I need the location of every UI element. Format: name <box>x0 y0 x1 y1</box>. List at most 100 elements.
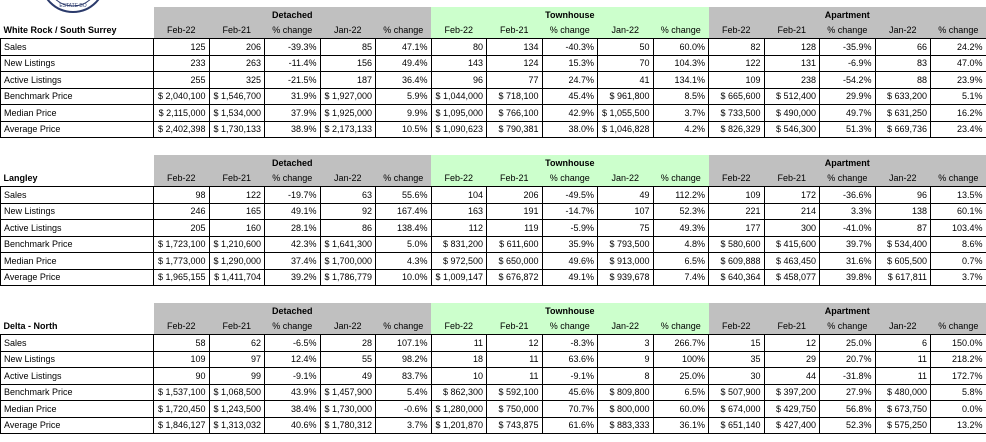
data-cell: 4.3% <box>375 252 432 270</box>
data-cell: -31.8% <box>819 367 876 385</box>
data-cell: 30 <box>708 367 765 385</box>
data-cell: 52.3% <box>819 416 876 434</box>
data-cell: 5.8% <box>930 383 986 401</box>
column-header: % change <box>653 170 709 187</box>
data-cell: $ 427,400 <box>763 416 821 434</box>
row-label: Median Price <box>0 252 154 270</box>
data-cell: 38.9% <box>264 120 321 138</box>
row-label: New Listings <box>0 202 154 220</box>
data-cell: $ 2,402,398 <box>153 120 210 138</box>
data-cell: $ 617,811 <box>874 268 932 286</box>
data-cell: 238 <box>763 71 821 89</box>
data-cell: 15.3% <box>541 54 599 72</box>
column-header: Jan-22 <box>597 170 654 187</box>
data-row: Average Price $ 1,846,127 $ 1,313,032 40.6%… <box>0 416 986 434</box>
row-label: Sales <box>0 186 154 204</box>
data-cell: $ 592,100 <box>486 383 543 401</box>
data-cell: 11 <box>486 367 543 385</box>
data-cell: 49.6% <box>541 252 599 270</box>
data-cell: 8.5% <box>652 87 710 105</box>
data-cell: 42.3% <box>264 235 321 253</box>
data-cell: 131 <box>763 54 821 72</box>
data-cell: -14.7% <box>541 202 599 220</box>
data-cell: 11 <box>430 334 488 352</box>
data-cell: 41 <box>597 71 654 89</box>
data-cell: 246 <box>153 202 210 220</box>
column-header: Feb-22 <box>431 22 487 39</box>
data-cell: 191 <box>486 202 543 220</box>
column-header: Jan-22 <box>597 318 654 335</box>
column-header: % change <box>264 22 320 39</box>
data-cell: 138.4% <box>375 219 432 237</box>
data-cell: -11.4% <box>264 54 321 72</box>
data-cell: -54.2% <box>819 71 876 89</box>
data-cell: 156 <box>319 54 376 72</box>
data-cell: 43.9% <box>264 383 321 401</box>
column-header: Feb-21 <box>486 318 543 335</box>
data-cell: 47.1% <box>375 38 432 56</box>
data-cell: 11 <box>874 350 932 368</box>
data-cell: 7.4% <box>652 268 710 286</box>
data-cell: 20.7% <box>819 350 876 368</box>
data-cell: $ 800,000 <box>597 400 654 418</box>
data-cell: 3.3% <box>819 202 876 220</box>
data-cell: 12 <box>486 334 543 352</box>
column-header: % change <box>930 318 986 335</box>
column-header: % change <box>653 318 709 335</box>
data-cell: 8 <box>597 367 654 385</box>
row-label: New Listings <box>0 54 154 72</box>
blank-cell <box>1 303 154 319</box>
data-cell: 9 <box>597 350 654 368</box>
data-cell: 38.4% <box>264 400 321 418</box>
data-cell: $ 640,364 <box>708 268 765 286</box>
data-cell: -5.9% <box>541 219 599 237</box>
data-cell: 109 <box>708 186 765 204</box>
group-header-row: Detached Townhouse Apartment <box>1 7 986 23</box>
data-cell: 70.7% <box>541 400 599 418</box>
data-row: Active Listings 90 99 -9.1% 49 83.7% 10 11 -9.1%… <box>0 367 986 385</box>
data-cell: $ 611,600 <box>486 235 543 253</box>
data-cell: 56.8% <box>819 400 876 418</box>
data-cell: 60.0% <box>652 38 710 56</box>
group-header: Detached <box>153 155 432 171</box>
data-cell: $ 631,250 <box>874 104 932 122</box>
data-cell: $ 674,000 <box>708 400 765 418</box>
column-header-row: Delta - North Feb-22 Feb-21% change Jan-22%… <box>0 318 986 335</box>
group-header: Detached <box>153 7 432 23</box>
data-cell: $ 546,300 <box>763 120 821 138</box>
data-cell: 63.6% <box>541 350 599 368</box>
column-header: Feb-22 <box>153 170 209 187</box>
data-cell: $ 463,450 <box>763 252 821 270</box>
data-cell: 11 <box>486 350 543 368</box>
data-cell: 6.5% <box>652 252 710 270</box>
data-cell: 70 <box>597 54 654 72</box>
data-row: Benchmark Price $ 2,040,100 $ 1,546,700 31.… <box>0 87 986 105</box>
data-cell: 23.9% <box>930 71 986 89</box>
data-cell: $ 1,009,147 <box>430 268 488 286</box>
data-cell: 112.2% <box>652 186 710 204</box>
data-cell: 100% <box>652 350 710 368</box>
data-cell: $ 1,700,000 <box>319 252 376 270</box>
data-cell: 16.2% <box>930 104 986 122</box>
data-row: Average Price $ 2,402,398 $ 1,730,133 38.9%… <box>0 120 986 138</box>
data-cell: $ 862,300 <box>430 383 488 401</box>
data-cell: 325 <box>208 71 265 89</box>
data-cell: $ 733,500 <box>708 104 765 122</box>
data-cell: 3.7% <box>652 104 710 122</box>
blank-cell <box>1 7 154 23</box>
data-cell: 0.7% <box>930 252 986 270</box>
data-cell: 75 <box>597 219 654 237</box>
data-cell: $ 580,600 <box>708 235 765 253</box>
data-row: Median Price $ 1,720,450 $ 1,243,500 38.4% $… <box>0 400 986 418</box>
column-header: % change <box>542 22 598 39</box>
data-cell: 187 <box>319 71 376 89</box>
data-cell: 49.3% <box>652 219 710 237</box>
data-cell: $ 609,888 <box>708 252 765 270</box>
blank-cell <box>1 155 154 171</box>
data-cell: $ 1,046,828 <box>597 120 654 138</box>
column-header: % change <box>930 170 986 187</box>
data-cell: 49.7% <box>819 104 876 122</box>
data-cell: 122 <box>208 186 265 204</box>
row-label: Active Listings <box>0 71 154 89</box>
data-cell: 12 <box>763 334 821 352</box>
